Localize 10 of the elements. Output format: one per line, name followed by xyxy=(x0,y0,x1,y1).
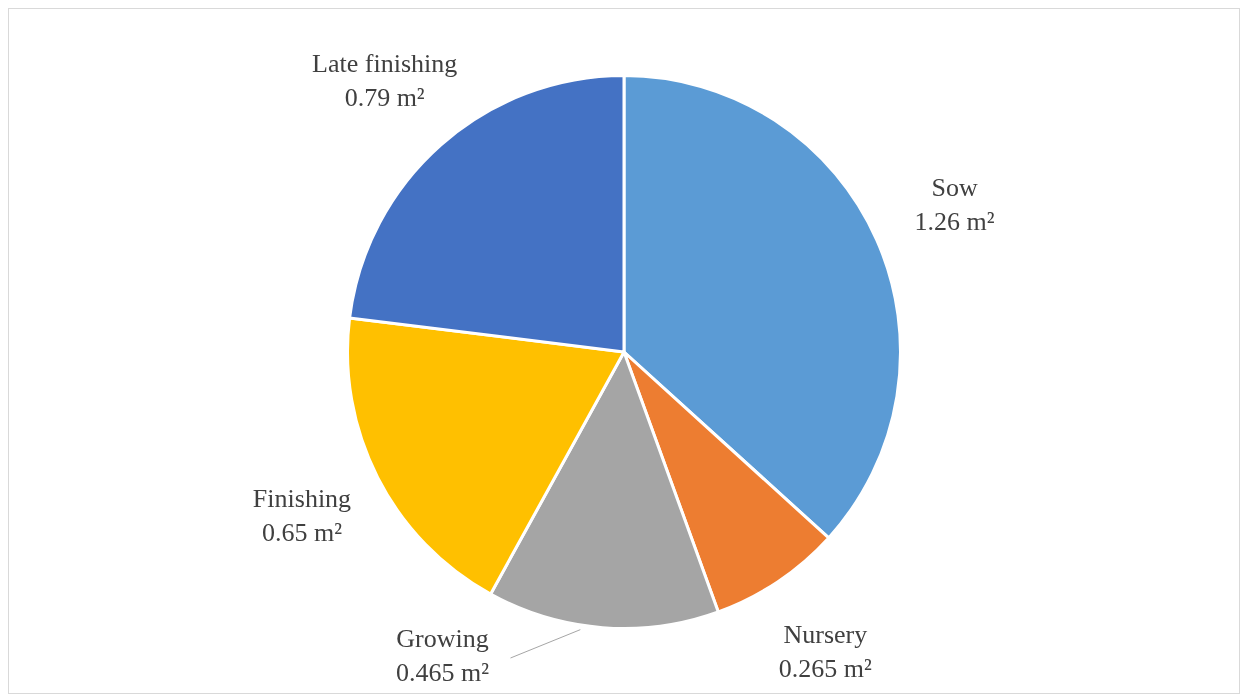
slice-label: Nursery xyxy=(783,620,868,650)
data-label: 0.265 m² xyxy=(778,654,873,684)
slice-label: Growing xyxy=(396,623,489,653)
data-label: 0.465 m² xyxy=(395,657,490,687)
data-label: 0.65 m² xyxy=(261,518,343,548)
slice-label: Finishing xyxy=(252,484,352,514)
slice-label: Sow xyxy=(931,173,978,203)
data-label: 0.79 m² xyxy=(344,82,425,112)
data-label: 1.26 m² xyxy=(914,207,995,237)
slice-label: Late finishing xyxy=(312,48,458,78)
